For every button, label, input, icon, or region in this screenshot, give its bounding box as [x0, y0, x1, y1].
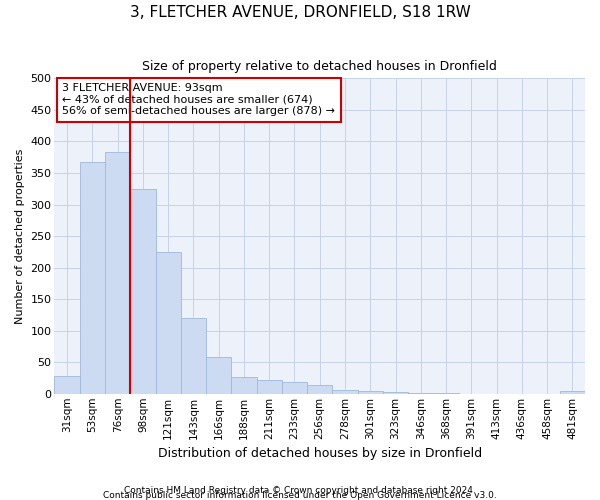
Text: 3, FLETCHER AVENUE, DRONFIELD, S18 1RW: 3, FLETCHER AVENUE, DRONFIELD, S18 1RW [130, 5, 470, 20]
Text: Contains HM Land Registry data © Crown copyright and database right 2024.: Contains HM Land Registry data © Crown c… [124, 486, 476, 495]
Bar [130, 188, 155, 394]
Text: 3 FLETCHER AVENUE: 93sqm
← 43% of detached houses are smaller (674)
56% of semi-: 3 FLETCHER AVENUE: 93sqm ← 43% of detach… [62, 83, 335, 116]
Bar [257, 380, 282, 394]
Bar [55, 376, 80, 394]
Title: Size of property relative to detached houses in Dronfield: Size of property relative to detached ho… [142, 60, 497, 73]
Bar [358, 390, 383, 394]
Y-axis label: Number of detached properties: Number of detached properties [15, 148, 25, 324]
Bar [408, 393, 433, 394]
Bar [307, 385, 332, 394]
Bar [206, 357, 232, 394]
Bar [232, 376, 257, 394]
Bar [105, 152, 130, 394]
Bar [433, 393, 458, 394]
Bar [332, 390, 358, 394]
Bar [181, 318, 206, 394]
X-axis label: Distribution of detached houses by size in Dronfield: Distribution of detached houses by size … [158, 447, 482, 460]
Bar [383, 392, 408, 394]
Bar [560, 391, 585, 394]
Text: Contains public sector information licensed under the Open Government Licence v3: Contains public sector information licen… [103, 491, 497, 500]
Bar [155, 252, 181, 394]
Bar [282, 382, 307, 394]
Bar [80, 162, 105, 394]
